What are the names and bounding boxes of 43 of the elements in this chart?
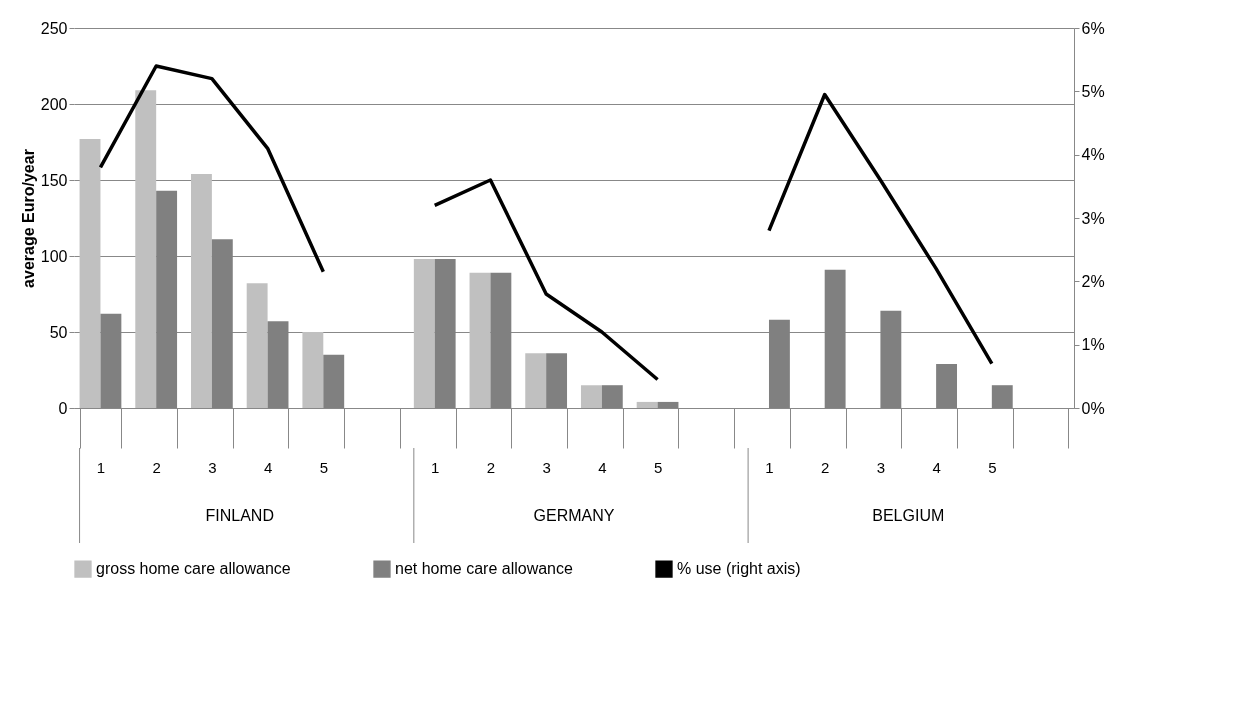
x-tick-label: 3 — [542, 458, 551, 476]
y2-tick-label: 2% — [1081, 272, 1105, 290]
text: GERMANY — [533, 507, 615, 524]
text: BELGIUM — [872, 507, 945, 524]
y2-tick-label: 4% — [1081, 146, 1105, 164]
x-tick-label: 2 — [821, 458, 830, 476]
x-tick-label: 1 — [431, 458, 440, 476]
x-tick-label: 5 — [319, 458, 328, 476]
x-tick-label: 4 — [263, 458, 273, 476]
x-tick-label: 5 — [988, 458, 997, 476]
y2-tick-label: 3% — [1081, 209, 1105, 227]
y-tick-label: 250 — [40, 19, 68, 37]
legend-label: net home care allowance — [395, 560, 573, 578]
bar — [190, 173, 212, 408]
y-tick-label: 100 — [40, 247, 68, 265]
legend-label: % use (right axis) — [677, 560, 801, 578]
legend-label: gross home care allowance — [96, 560, 291, 578]
y-axis-title: average Euro/year — [19, 149, 37, 288]
text: FINLAND — [205, 507, 274, 524]
x-tick-label: 2 — [486, 458, 496, 476]
y-tick-label: 50 — [49, 323, 68, 341]
bar — [636, 401, 658, 408]
x-tick-label: 4 — [598, 458, 607, 476]
y-tick-label: 0 — [58, 399, 68, 417]
bar — [302, 332, 324, 408]
bar — [135, 90, 157, 408]
y2-tick-label: 1% — [1081, 336, 1105, 354]
x-tick-label: 1 — [765, 458, 774, 476]
bar — [79, 138, 101, 408]
y2-tick-label: 5% — [1081, 82, 1105, 100]
x-tick-label: 3 — [876, 458, 886, 476]
x-tick-label: 2 — [152, 458, 161, 476]
x-tick-label: 3 — [208, 458, 217, 476]
bar — [413, 259, 435, 408]
bar — [246, 283, 268, 408]
y2-tick-label: 6% — [1081, 19, 1105, 37]
y-tick-label: 150 — [40, 171, 68, 189]
x-tick-label: 5 — [653, 458, 663, 476]
bar — [580, 385, 602, 408]
y2-tick-label: 0% — [1081, 399, 1105, 417]
x-tick-label: 1 — [96, 458, 106, 476]
y-tick-label: 200 — [40, 95, 68, 113]
x-tick-label: 4 — [932, 458, 941, 476]
